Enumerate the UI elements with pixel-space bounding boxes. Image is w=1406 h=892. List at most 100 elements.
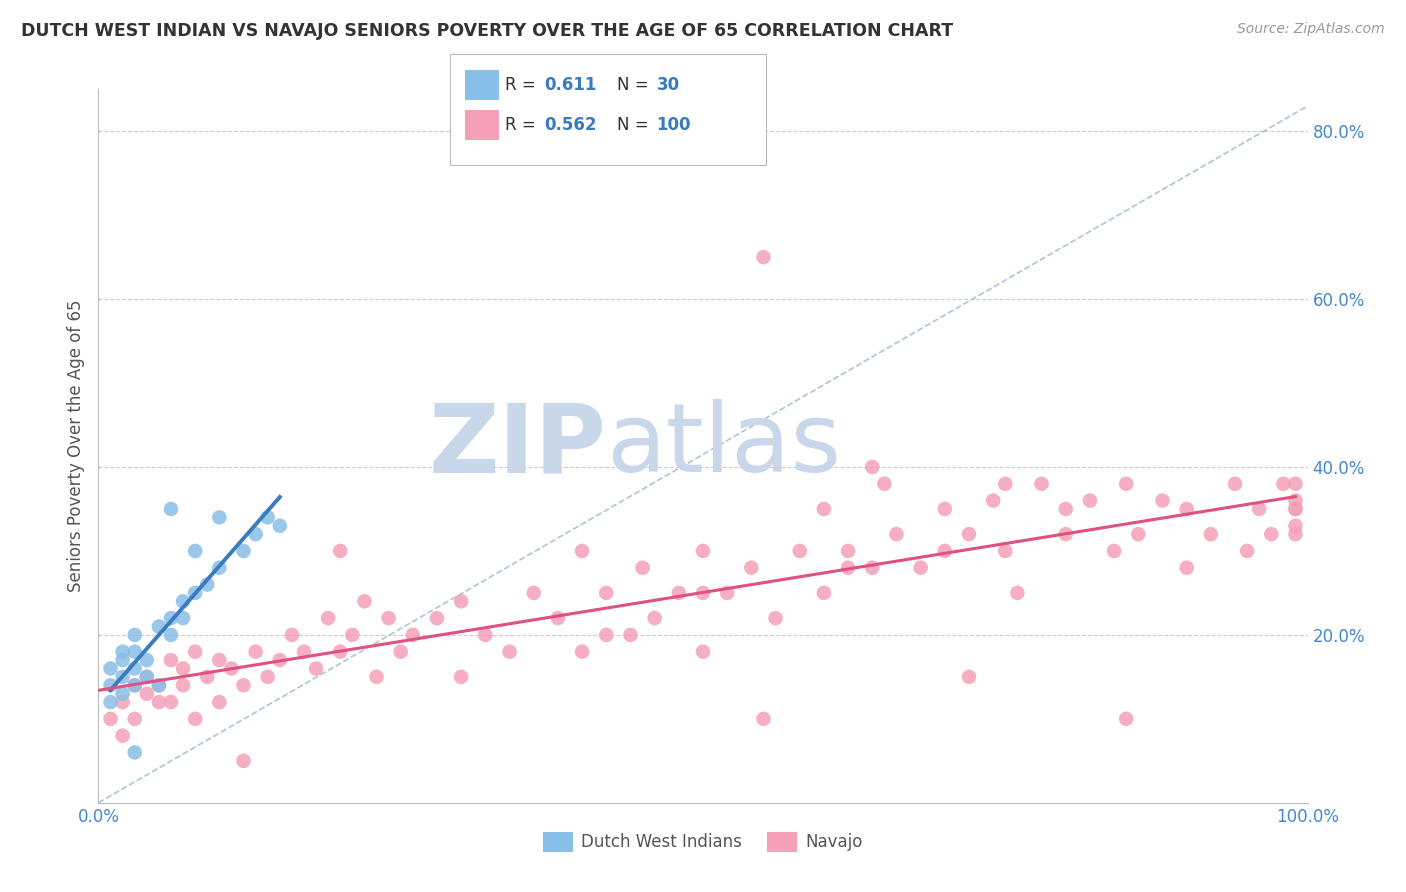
Point (148, 678, 170, 692)
Point (160, 628, 183, 642)
Text: Source: ZipAtlas.com: Source: ZipAtlas.com (1237, 22, 1385, 37)
Text: 0.611: 0.611 (544, 76, 596, 94)
Text: R =: R = (505, 76, 541, 94)
Point (124, 678, 146, 692)
Point (740, 560, 762, 574)
Point (389, 645, 412, 659)
Point (124, 678, 146, 692)
Text: 100: 100 (657, 116, 692, 134)
Point (957, 527, 980, 541)
Point (1054, 502, 1077, 516)
Point (100, 712, 122, 726)
Point (1284, 502, 1306, 516)
Point (1128, 527, 1150, 541)
Text: atlas: atlas (606, 400, 841, 492)
Point (232, 678, 254, 692)
Point (873, 476, 896, 491)
Point (426, 611, 449, 625)
Point (160, 653, 183, 667)
Point (100, 678, 122, 692)
Point (256, 510, 278, 524)
Point (1078, 493, 1101, 508)
Point (692, 544, 714, 558)
Point (148, 695, 170, 709)
Point (195, 670, 218, 684)
Point (124, 746, 146, 760)
Point (1175, 560, 1198, 574)
Point (148, 678, 170, 692)
Point (1007, 586, 1029, 600)
Point (172, 594, 194, 608)
Point (910, 560, 932, 574)
Point (1284, 493, 1306, 508)
Text: DUTCH WEST INDIAN VS NAVAJO SENIORS POVERTY OVER THE AGE OF 65 CORRELATION CHART: DUTCH WEST INDIAN VS NAVAJO SENIORS POVE… (21, 22, 953, 40)
Point (1284, 527, 1306, 541)
Point (269, 518, 291, 533)
Point (111, 695, 134, 709)
Point (100, 695, 122, 709)
Point (1102, 544, 1125, 558)
Point (789, 544, 811, 558)
Point (1175, 502, 1198, 516)
Point (886, 527, 908, 541)
Point (148, 619, 170, 633)
Point (692, 586, 714, 600)
Text: ZIP: ZIP (429, 400, 606, 492)
Point (160, 611, 183, 625)
Point (692, 645, 714, 659)
Point (221, 661, 243, 675)
Point (1115, 712, 1137, 726)
Point (135, 670, 157, 684)
Point (111, 645, 134, 659)
Point (957, 670, 980, 684)
Point (571, 645, 593, 659)
Point (619, 628, 641, 642)
Point (994, 544, 1017, 558)
Point (124, 628, 146, 642)
Point (1115, 476, 1137, 491)
Point (111, 670, 134, 684)
Point (245, 645, 267, 659)
Point (135, 670, 157, 684)
Point (135, 653, 157, 667)
Point (765, 611, 787, 625)
Point (245, 527, 267, 541)
Point (329, 544, 352, 558)
Point (256, 670, 278, 684)
Point (292, 645, 315, 659)
Point (631, 560, 654, 574)
Text: 0.562: 0.562 (544, 116, 596, 134)
Point (111, 687, 134, 701)
Point (668, 586, 690, 600)
Point (184, 645, 207, 659)
Point (934, 502, 956, 516)
Point (208, 695, 231, 709)
Point (124, 712, 146, 726)
Point (160, 502, 183, 516)
Point (111, 729, 134, 743)
Point (1260, 527, 1282, 541)
Point (571, 544, 593, 558)
Point (232, 544, 254, 558)
Point (813, 502, 835, 516)
Point (184, 712, 207, 726)
Point (1031, 476, 1053, 491)
Point (644, 611, 666, 625)
Point (1054, 527, 1077, 541)
Text: N =: N = (617, 116, 654, 134)
Point (994, 476, 1017, 491)
Point (934, 544, 956, 558)
Point (837, 544, 859, 558)
Point (342, 628, 364, 642)
Point (208, 653, 231, 667)
Text: 30: 30 (657, 76, 679, 94)
Point (1284, 476, 1306, 491)
Point (366, 670, 388, 684)
Point (716, 586, 738, 600)
Point (547, 611, 569, 625)
Point (124, 645, 146, 659)
Point (402, 628, 425, 642)
Point (100, 661, 122, 675)
Text: N =: N = (617, 76, 654, 94)
Point (860, 460, 883, 475)
